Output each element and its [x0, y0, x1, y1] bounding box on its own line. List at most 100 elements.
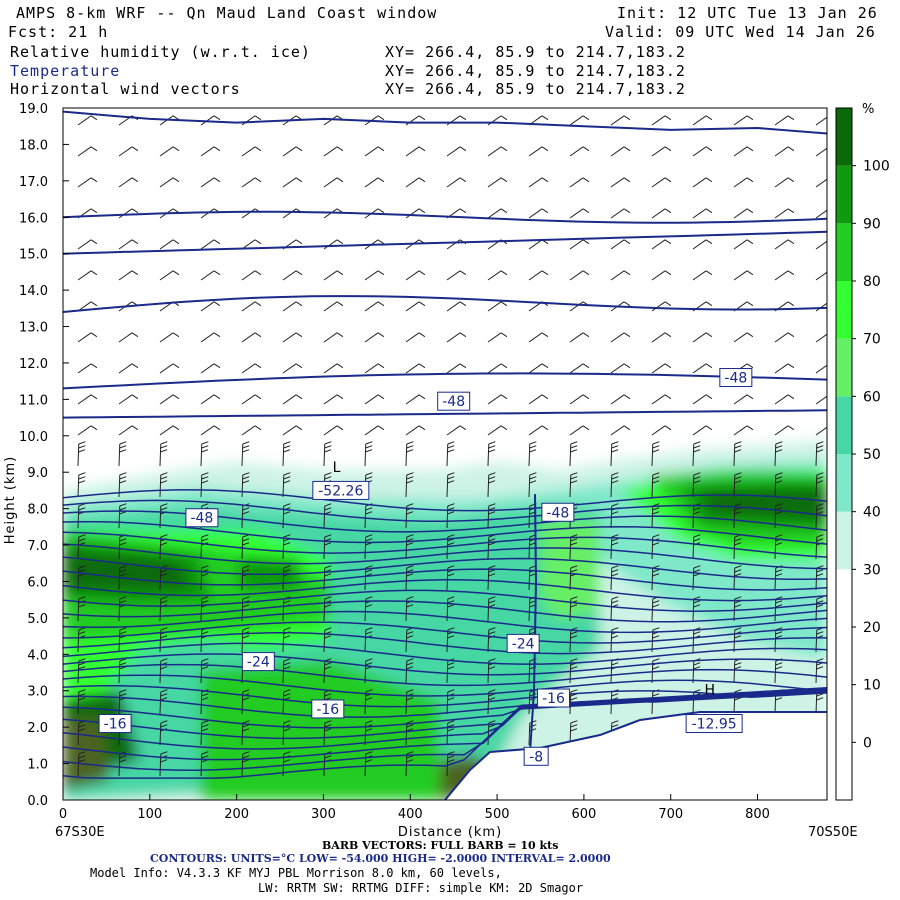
wind-barb [487, 472, 496, 498]
colorbar-swatch [836, 454, 852, 512]
wind-barb [815, 534, 824, 560]
wind-barb [364, 441, 373, 467]
wind-barb [528, 363, 549, 374]
colorbar-label: 50 [863, 447, 881, 463]
wind-barb [446, 363, 467, 374]
wind-barb [651, 270, 672, 281]
wind-barb [692, 472, 701, 498]
field-label-rh: Relative humidity (w.r.t. ice) [10, 43, 311, 61]
wind-barb [692, 177, 713, 188]
colorbar-label: 100 [863, 159, 890, 175]
wind-barb [364, 177, 385, 188]
wind-barb [77, 146, 98, 157]
contour-label: -52.26 [312, 480, 370, 500]
wind-barb [815, 472, 824, 498]
x-tick-label: 0 [59, 807, 67, 822]
colorbar-label: 60 [863, 389, 881, 405]
wind-barb [569, 177, 590, 188]
y-tick-label: 12.0 [19, 357, 48, 372]
y-tick-label: 19.0 [19, 102, 48, 117]
wind-barb [610, 472, 619, 498]
extremum-marker: L [333, 460, 341, 476]
contour-label: -48 [185, 508, 219, 528]
wind-barb [159, 239, 180, 250]
colorbar-label: 30 [863, 562, 881, 578]
contour-label: -24 [241, 652, 275, 672]
wind-barb [487, 146, 508, 157]
wind-barb [77, 394, 98, 405]
wind-barb [651, 363, 672, 374]
colorbar-swatch [836, 569, 852, 627]
colorbar-swatch [836, 223, 852, 281]
init-time: Init: 12 UTC Tue 13 Jan 26 [617, 4, 878, 22]
wind-barb [405, 146, 426, 157]
x-left-endpoint: 67S30E [55, 825, 105, 840]
wind-barb [528, 425, 549, 436]
y-tick-label: 11.0 [19, 393, 48, 408]
wind-barb [651, 332, 672, 343]
wind-barb [692, 270, 713, 281]
wind-barb [815, 441, 824, 467]
contour-label: -48 [437, 391, 471, 411]
wind-barb [200, 751, 209, 777]
isotherm [63, 210, 827, 224]
wind-barb [528, 270, 549, 281]
isotherm [63, 520, 827, 545]
contour-legend: CONTOURS: UNITS=°C LOW= -54.000 HIGH= -2… [150, 852, 611, 865]
wind-barb [815, 503, 824, 529]
isotherm [63, 230, 827, 255]
isotherm [63, 295, 827, 313]
wind-barbs [77, 115, 827, 777]
wind-barb [815, 596, 824, 622]
y-axis: 0.0 1.0 2.0 3.0 4.0 5.0 6.0 7.0 8.0 9.0 10.0 11.0 12… [19, 102, 69, 809]
wind-barb [405, 177, 426, 188]
colorbar-label: 20 [863, 620, 881, 636]
wind-barb [282, 658, 291, 684]
contour-label: -48 [719, 368, 753, 388]
svg-text:-24: -24 [247, 655, 270, 671]
isotherm [63, 489, 827, 512]
wind-barb [610, 425, 631, 436]
wind-barb [118, 177, 139, 188]
wind-barb [487, 565, 496, 591]
forecast-hour: Fcst: 21 h [8, 23, 109, 41]
contour-label: -16 [537, 688, 571, 708]
wind-barb [610, 177, 631, 188]
wind-barb [774, 270, 795, 281]
wind-barb [487, 596, 496, 622]
x-tick-label: 700 [658, 807, 683, 822]
wind-barb [569, 425, 590, 436]
isotherm [63, 653, 827, 676]
wind-barb [651, 394, 672, 405]
wind-barb [692, 441, 701, 467]
y-tick-label: 15.0 [19, 248, 48, 263]
wind-barb [159, 146, 180, 157]
wind-barb [364, 425, 385, 436]
field-label-temperature: Temperature [10, 62, 121, 80]
wind-barb [405, 565, 414, 591]
colorbar-swatch [836, 108, 852, 166]
field-xy-wind: XY= 266.4, 85.9 to 214.7,183.2 [385, 80, 686, 98]
wind-barb [651, 472, 660, 498]
wind-barb [241, 177, 262, 188]
wind-barb [733, 270, 754, 281]
wind-barb [159, 720, 168, 746]
colorbar-label: 0 [863, 735, 872, 751]
wind-barb [528, 146, 549, 157]
y-tick-label: 3.0 [27, 685, 48, 700]
isotherm [63, 372, 827, 390]
field-label-wind: Horizontal wind vectors [10, 80, 241, 98]
wind-barb [487, 441, 496, 467]
wind-barb [569, 332, 590, 343]
wind-barb [118, 332, 139, 343]
wind-barb [692, 425, 713, 436]
svg-text:-16: -16 [542, 691, 565, 707]
isotherm [63, 685, 827, 708]
wind-barb [774, 332, 795, 343]
wind-barb [610, 332, 631, 343]
wind-barb [323, 441, 332, 467]
isotherm [63, 579, 827, 602]
wind-barb [118, 503, 127, 529]
y-tick-label: 17.0 [19, 175, 48, 190]
wind-barb [405, 472, 414, 498]
